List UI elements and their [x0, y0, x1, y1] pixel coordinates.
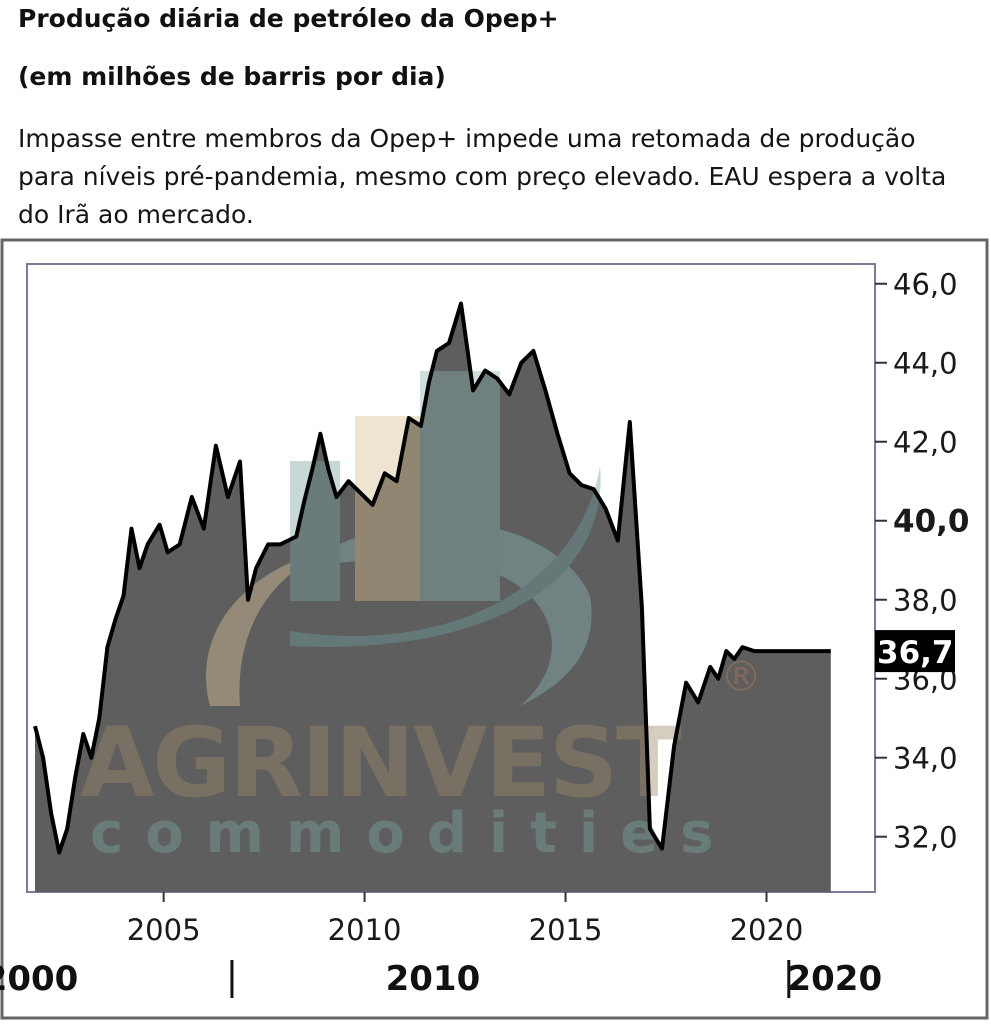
last-value-box	[875, 630, 955, 673]
area-layer	[35, 303, 831, 892]
bar-chart-swoosh-logo-icon	[205, 371, 601, 706]
last-value-label: 36,7	[877, 635, 954, 671]
y-tick-label: 40,0	[893, 504, 970, 540]
y-tick-label: 38,0	[893, 584, 958, 618]
x-tick-label: 2015	[529, 913, 603, 947]
oil-production-chart: AGRINVEST commodities ® 46,0 44,0 42,0 40,0…	[0, 238, 989, 1020]
y-tick-label: 44,0	[893, 347, 958, 381]
x-axis: 2005 2010 2015 2020	[127, 892, 804, 947]
chart-title: Produção diária de petróleo da Opep+	[18, 4, 559, 33]
chart-subtitle: (em milhões de barris por dia)	[18, 62, 446, 91]
series-line	[33, 301, 831, 855]
x-tick-label: 2005	[127, 913, 201, 947]
decade-label: 2010	[386, 959, 481, 999]
watermark-registered: ®	[720, 652, 762, 701]
chart-outer-frame	[0, 238, 989, 1020]
x-tick-label: 2010	[328, 913, 402, 947]
watermark-brand: AGRINVEST	[80, 707, 681, 819]
y-axis: 46,044,042,040,038,036,034,032,0	[875, 268, 970, 855]
watermark-logo: AGRINVEST commodities ®	[80, 371, 762, 866]
line-layer	[33, 301, 831, 855]
x-tick-label: 2020	[730, 913, 804, 947]
decade-label: 2020	[787, 959, 882, 999]
last-value-marker: 36,7	[875, 630, 955, 673]
y-tick-label: 42,0	[893, 426, 958, 460]
watermark-sub: commodities	[90, 801, 735, 866]
chart-description: Impasse entre membros da Opep+ impede um…	[18, 124, 947, 229]
series-area	[35, 303, 831, 892]
y-tick-label: 32,0	[893, 821, 958, 855]
y-tick-label: 34,0	[893, 742, 958, 776]
y-tick-label: 46,0	[893, 268, 958, 302]
